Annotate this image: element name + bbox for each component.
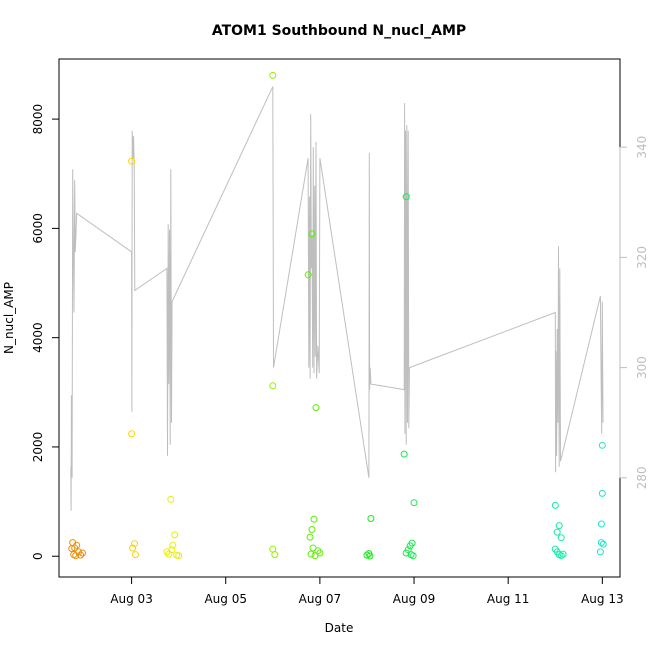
data-point [304,271,312,279]
secondary-line [70,86,604,511]
data-point [269,71,277,79]
data-point [306,533,314,541]
plot-frame [58,58,621,578]
data-point [168,546,176,554]
data-point [308,526,316,533]
data-point [269,382,277,390]
y-tick-label: 6000 [31,213,45,244]
x-axis: Aug 03 Aug 05 Aug 07 Aug 09 Aug 11 Aug 13 [110,576,624,606]
data-point [169,541,177,549]
chart-title: ATOM1 Southbound N_nucl_AMP [212,23,466,39]
data-point [132,551,139,559]
data-point [400,450,408,458]
data-point [559,550,567,558]
x-tick-label: Aug 07 [299,592,342,606]
data-point [68,545,76,553]
x-tick-label: Aug 09 [393,592,436,606]
data-point [599,540,607,548]
data-point [551,501,559,509]
data-point [597,539,605,547]
y-tick-label: 8000 [31,104,45,135]
data-point [271,551,279,559]
data-point [128,430,136,438]
data-point [596,548,604,556]
y2-tick-label: 340 [635,136,649,159]
y-axis-label: N_nucl_AMP [2,282,16,354]
data-point [167,495,175,503]
x-tick-label: Aug 11 [487,592,530,606]
data-point [555,522,563,530]
data-point [402,549,410,557]
data-point [598,489,606,497]
data-point [402,193,410,201]
x-tick-label: Aug 03 [110,592,153,606]
scatter-points [68,71,607,560]
data-point [366,552,374,560]
data-point [553,528,561,536]
data-point [367,515,375,522]
y2-tick-label: 300 [635,356,649,379]
data-point [310,515,318,523]
y-tick-label: 2000 [31,432,45,463]
data-point [557,552,565,560]
data-point [316,549,324,557]
data-point [77,551,85,559]
y2-tick-label: 320 [635,246,649,269]
data-point [406,542,414,550]
y-axis: 0 2000 4000 6000 8000 [31,104,60,560]
data-point [312,404,320,412]
y2-tick-label: 280 [635,466,649,489]
data-point [72,552,80,560]
data-point [363,551,371,559]
data-point [79,549,86,557]
secondary-series-line [70,86,604,511]
data-point [598,441,606,449]
data-point [73,541,81,549]
data-point [308,230,316,238]
x-tick-label: Aug 05 [204,592,247,606]
data-point [307,550,315,558]
data-point [175,552,183,560]
data-point [557,534,565,542]
data-point [409,552,417,560]
data-point [131,540,138,548]
y2-axis: 280 300 320 340 [619,136,649,489]
data-point [128,157,136,165]
y-tick-label: 4000 [31,322,45,353]
data-point [171,531,179,539]
x-axis-label: Date [325,621,354,635]
x-tick-label: Aug 13 [581,592,624,606]
data-point [410,499,418,507]
y-tick-label: 0 [31,552,45,560]
plot-box [58,58,621,578]
data-point [129,544,137,552]
data-point [597,520,605,528]
